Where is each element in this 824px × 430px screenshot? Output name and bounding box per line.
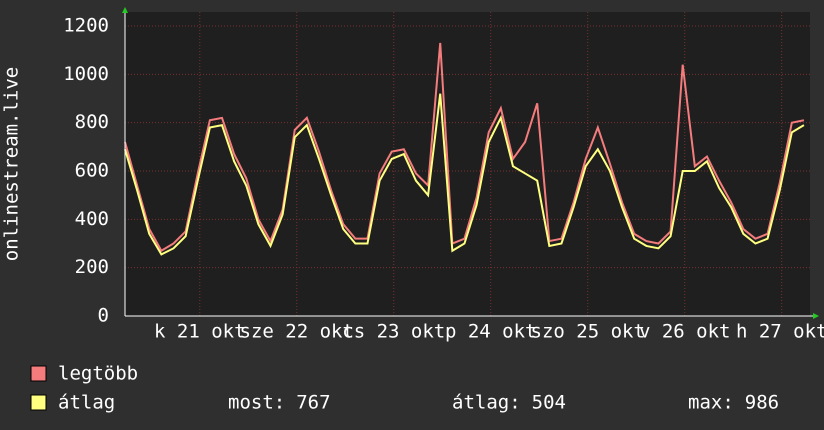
legend: legtöbb átlag most: 767 átlag: 504 max: 986 bbox=[30, 363, 779, 414]
legend-label: legtöbb bbox=[58, 363, 138, 385]
x-tick-label: szo 25 okt bbox=[531, 321, 645, 343]
stat-value: 767 bbox=[296, 392, 330, 414]
series-line bbox=[124, 93, 805, 256]
y-tick-label: 1000 bbox=[63, 63, 109, 85]
legend-swatch bbox=[30, 365, 47, 382]
stat-value: 504 bbox=[532, 392, 566, 414]
x-tick-label: v 26 okt bbox=[639, 321, 731, 343]
x-arrow bbox=[813, 313, 819, 319]
stat-value: 986 bbox=[745, 392, 779, 414]
x-tick-label: k 21 okt bbox=[154, 321, 246, 343]
y-axis-label: onlinestream.live bbox=[1, 67, 23, 261]
y-tick-label: 1200 bbox=[63, 15, 109, 37]
x-tick-label: h 27 okt bbox=[736, 321, 824, 343]
legend-label: átlag bbox=[58, 392, 115, 414]
legend-swatch bbox=[30, 394, 47, 411]
stat-label: most: bbox=[228, 392, 285, 414]
stat-label: max: bbox=[688, 392, 734, 414]
y-tick-label: 400 bbox=[75, 208, 109, 230]
y-tick-label: 800 bbox=[75, 111, 109, 133]
lines bbox=[124, 42, 805, 256]
x-tick-label: sze 22 okt bbox=[240, 321, 354, 343]
y-tick-label: 0 bbox=[98, 305, 109, 327]
x-tick-label: p 24 okt bbox=[445, 321, 537, 343]
series-line bbox=[124, 42, 805, 253]
y-tick-label: 600 bbox=[75, 160, 109, 182]
y-arrow bbox=[122, 7, 128, 13]
y-tick-label: 200 bbox=[75, 256, 109, 278]
x-tick-label: cs 23 okt bbox=[342, 321, 445, 343]
stat-label: átlag: bbox=[452, 392, 521, 414]
